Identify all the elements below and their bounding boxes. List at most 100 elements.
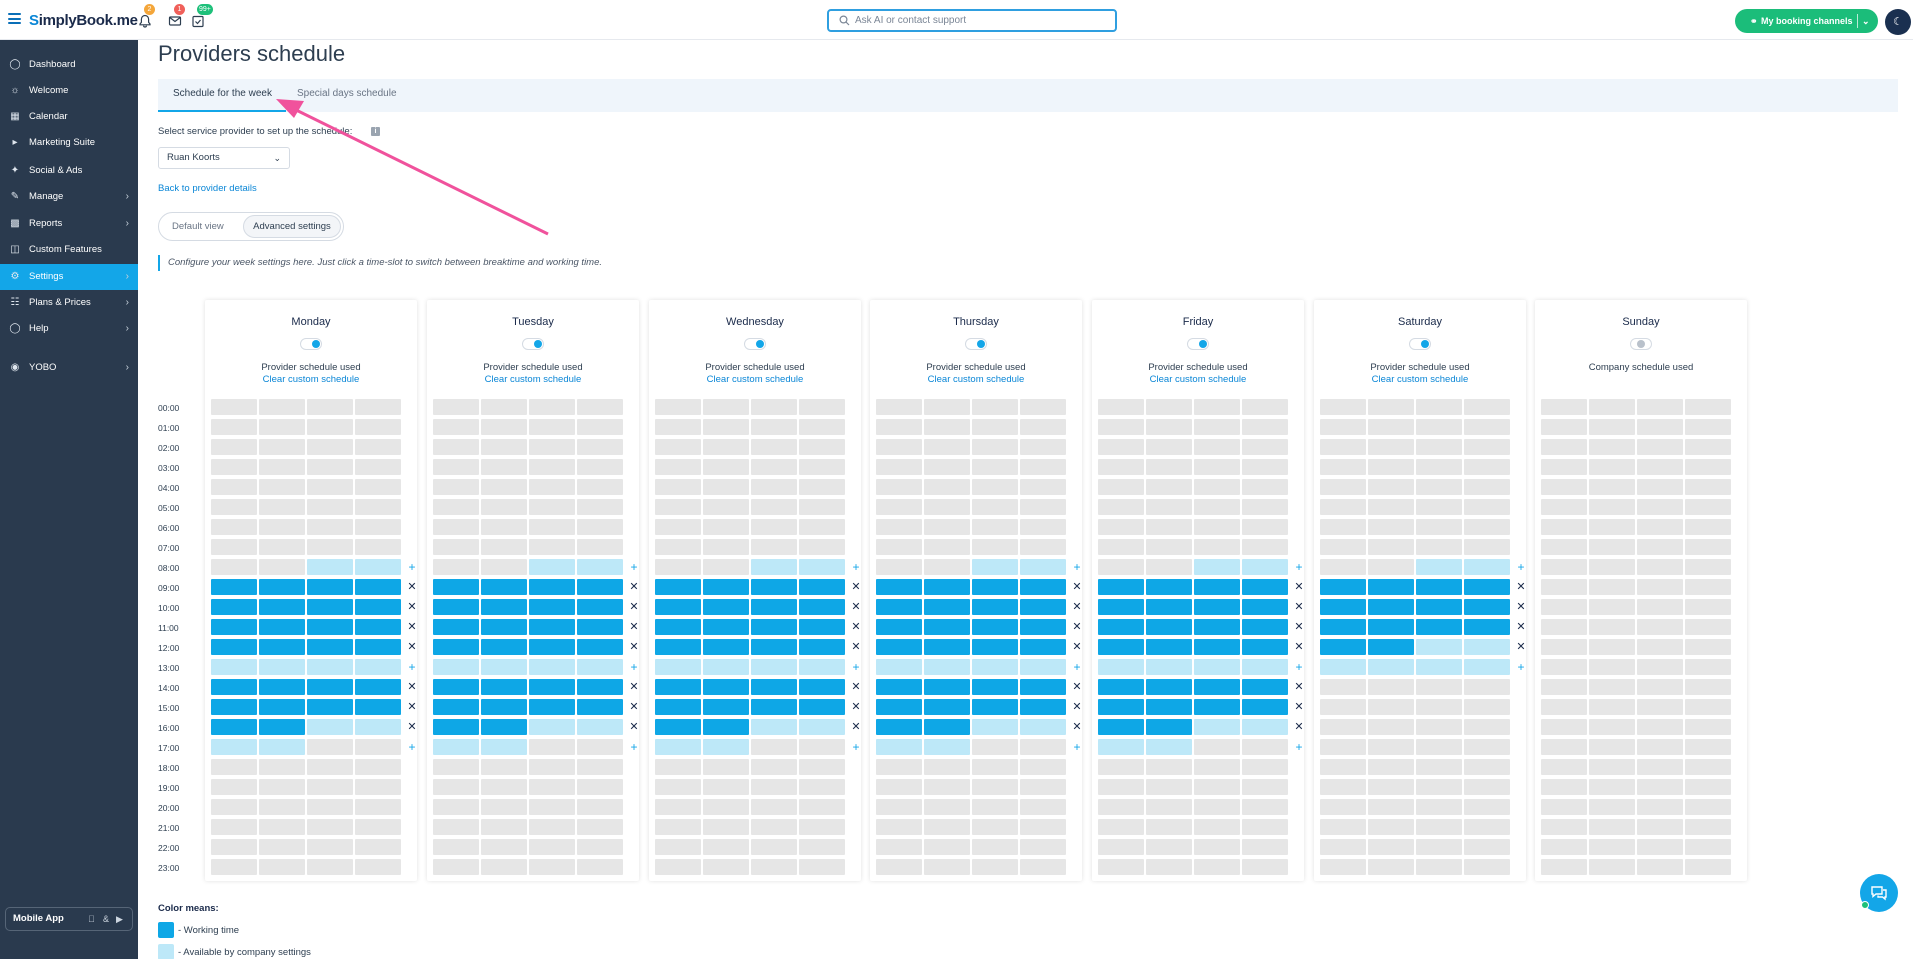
time-slot[interactable] bbox=[1020, 659, 1066, 675]
remove-slot-icon[interactable]: ✕ bbox=[1294, 681, 1304, 693]
time-slot[interactable] bbox=[307, 759, 353, 775]
time-slot[interactable] bbox=[1637, 699, 1683, 715]
time-slot[interactable] bbox=[655, 719, 701, 735]
time-slot[interactable] bbox=[577, 659, 623, 675]
time-slot[interactable] bbox=[876, 599, 922, 615]
time-slot[interactable] bbox=[1685, 519, 1731, 535]
time-slot[interactable] bbox=[577, 499, 623, 515]
day-toggle[interactable] bbox=[744, 338, 766, 350]
time-slot[interactable] bbox=[259, 479, 305, 495]
day-toggle[interactable] bbox=[965, 338, 987, 350]
time-slot[interactable] bbox=[307, 399, 353, 415]
time-slot[interactable] bbox=[355, 679, 401, 695]
time-slot[interactable] bbox=[1020, 799, 1066, 815]
time-slot[interactable] bbox=[655, 579, 701, 595]
time-slot[interactable] bbox=[1368, 419, 1414, 435]
time-slot[interactable] bbox=[433, 659, 479, 675]
time-slot[interactable] bbox=[1320, 659, 1366, 675]
time-slot[interactable] bbox=[1098, 839, 1144, 855]
time-slot[interactable] bbox=[211, 739, 257, 755]
time-slot[interactable] bbox=[1541, 699, 1587, 715]
time-slot[interactable] bbox=[481, 699, 527, 715]
time-slot[interactable] bbox=[355, 639, 401, 655]
time-slot[interactable] bbox=[529, 499, 575, 515]
time-slot[interactable] bbox=[577, 739, 623, 755]
time-slot[interactable] bbox=[1320, 719, 1366, 735]
time-slot[interactable] bbox=[703, 699, 749, 715]
time-slot[interactable] bbox=[1416, 579, 1462, 595]
bell-icon[interactable]: 2 bbox=[138, 4, 155, 28]
time-slot[interactable] bbox=[433, 699, 479, 715]
time-slot[interactable] bbox=[211, 679, 257, 695]
time-slot[interactable] bbox=[1242, 439, 1288, 455]
time-slot[interactable] bbox=[876, 479, 922, 495]
time-slot[interactable] bbox=[1637, 819, 1683, 835]
time-slot[interactable] bbox=[1146, 739, 1192, 755]
time-slot[interactable] bbox=[924, 419, 970, 435]
time-slot[interactable] bbox=[972, 759, 1018, 775]
time-slot[interactable] bbox=[876, 719, 922, 735]
add-slot-icon[interactable]: + bbox=[852, 740, 860, 754]
time-slot[interactable] bbox=[799, 859, 845, 875]
time-slot[interactable] bbox=[577, 459, 623, 475]
sidebar-item-settings[interactable]: ⚙ Settings › bbox=[0, 264, 138, 290]
time-slot[interactable] bbox=[1242, 719, 1288, 735]
time-slot[interactable] bbox=[1020, 779, 1066, 795]
time-slot[interactable] bbox=[972, 419, 1018, 435]
time-slot[interactable] bbox=[1541, 459, 1587, 475]
time-slot[interactable] bbox=[1637, 539, 1683, 555]
time-slot[interactable] bbox=[211, 759, 257, 775]
time-slot[interactable] bbox=[751, 699, 797, 715]
time-slot[interactable] bbox=[1098, 599, 1144, 615]
time-slot[interactable] bbox=[1020, 619, 1066, 635]
time-slot[interactable] bbox=[751, 779, 797, 795]
remove-slot-icon[interactable]: ✕ bbox=[1516, 641, 1526, 653]
day-toggle[interactable] bbox=[1409, 338, 1431, 350]
time-slot[interactable] bbox=[972, 499, 1018, 515]
time-slot[interactable] bbox=[1146, 479, 1192, 495]
time-slot[interactable] bbox=[1685, 859, 1731, 875]
time-slot[interactable] bbox=[1464, 659, 1510, 675]
time-slot[interactable] bbox=[799, 459, 845, 475]
time-slot[interactable] bbox=[1541, 779, 1587, 795]
time-slot[interactable] bbox=[655, 519, 701, 535]
time-slot[interactable] bbox=[1320, 819, 1366, 835]
time-slot[interactable] bbox=[1685, 819, 1731, 835]
time-slot[interactable] bbox=[1320, 739, 1366, 755]
time-slot[interactable] bbox=[876, 839, 922, 855]
time-slot[interactable] bbox=[1020, 559, 1066, 575]
time-slot[interactable] bbox=[1020, 679, 1066, 695]
time-slot[interactable] bbox=[799, 739, 845, 755]
time-slot[interactable] bbox=[972, 459, 1018, 475]
time-slot[interactable] bbox=[1146, 659, 1192, 675]
time-slot[interactable] bbox=[1194, 539, 1240, 555]
time-slot[interactable] bbox=[481, 439, 527, 455]
mail-icon[interactable]: 1 bbox=[168, 4, 185, 28]
time-slot[interactable] bbox=[577, 839, 623, 855]
time-slot[interactable] bbox=[1589, 479, 1635, 495]
time-slot[interactable] bbox=[655, 839, 701, 855]
time-slot[interactable] bbox=[1368, 579, 1414, 595]
time-slot[interactable] bbox=[433, 579, 479, 595]
time-slot[interactable] bbox=[751, 519, 797, 535]
time-slot[interactable] bbox=[211, 539, 257, 555]
time-slot[interactable] bbox=[307, 419, 353, 435]
time-slot[interactable] bbox=[577, 559, 623, 575]
time-slot[interactable] bbox=[1416, 479, 1462, 495]
sidebar-item-manage[interactable]: ✎ Manage › bbox=[0, 184, 138, 210]
time-slot[interactable] bbox=[307, 559, 353, 575]
time-slot[interactable] bbox=[1685, 839, 1731, 855]
time-slot[interactable] bbox=[355, 439, 401, 455]
time-slot[interactable] bbox=[1242, 659, 1288, 675]
time-slot[interactable] bbox=[1637, 399, 1683, 415]
time-slot[interactable] bbox=[924, 619, 970, 635]
time-slot[interactable] bbox=[1146, 719, 1192, 735]
time-slot[interactable] bbox=[259, 859, 305, 875]
add-slot-icon[interactable]: + bbox=[630, 740, 638, 754]
time-slot[interactable] bbox=[1368, 779, 1414, 795]
time-slot[interactable] bbox=[1320, 759, 1366, 775]
time-slot[interactable] bbox=[259, 659, 305, 675]
tab-special-days[interactable]: Special days schedule bbox=[297, 88, 397, 99]
time-slot[interactable] bbox=[211, 559, 257, 575]
time-slot[interactable] bbox=[1541, 639, 1587, 655]
